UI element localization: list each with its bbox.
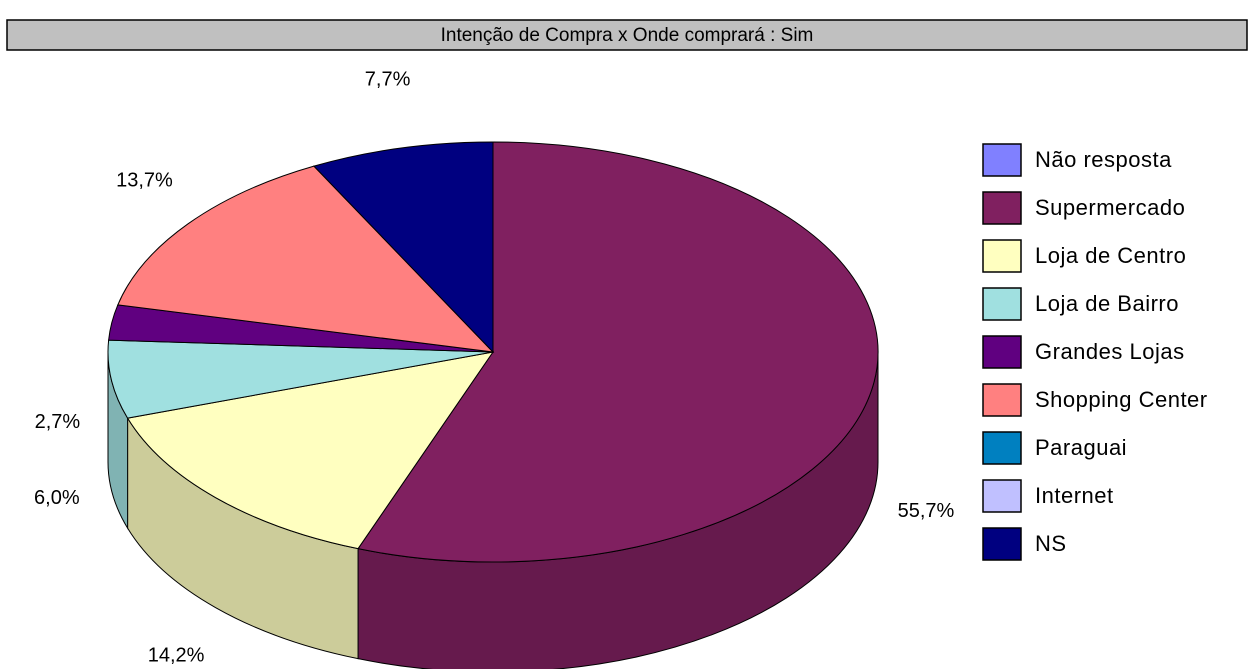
legend-swatch — [982, 191, 1022, 225]
data-label: 7,7% — [365, 68, 411, 90]
legend-swatch — [982, 143, 1022, 177]
legend-label: Internet — [1035, 483, 1114, 508]
legend-label: Não resposta — [1035, 147, 1172, 172]
data-label: 2,7% — [35, 411, 81, 433]
legend-label: Loja de Centro — [1035, 243, 1186, 268]
legend-swatch — [982, 335, 1022, 369]
legend-swatch — [982, 527, 1022, 561]
legend-swatch — [982, 383, 1022, 417]
legend-label: Shopping Center — [1035, 387, 1208, 412]
data-label: 13,7% — [116, 169, 173, 191]
data-label: 55,7% — [898, 500, 955, 522]
legend-swatch — [982, 431, 1022, 465]
legend-label: Supermercado — [1035, 195, 1185, 220]
legend-label: Paraguai — [1035, 435, 1127, 460]
data-label: 14,2% — [148, 645, 205, 667]
legend-label: Grandes Lojas — [1035, 339, 1185, 364]
data-label: 6,0% — [34, 487, 80, 509]
legend-label: Loja de Bairro — [1035, 291, 1179, 316]
legend-swatch — [982, 479, 1022, 513]
legend-label: NS — [1035, 531, 1067, 556]
slice — [312, 141, 494, 354]
legend-swatch — [982, 287, 1022, 321]
slice — [357, 141, 879, 563]
slice — [107, 339, 494, 419]
slice — [126, 351, 495, 550]
title-bar — [6, 19, 1248, 51]
chart-title: Intenção de Compra x Onde comprará : Sim — [441, 25, 814, 46]
slice — [117, 165, 495, 353]
legend-swatch — [982, 239, 1022, 273]
